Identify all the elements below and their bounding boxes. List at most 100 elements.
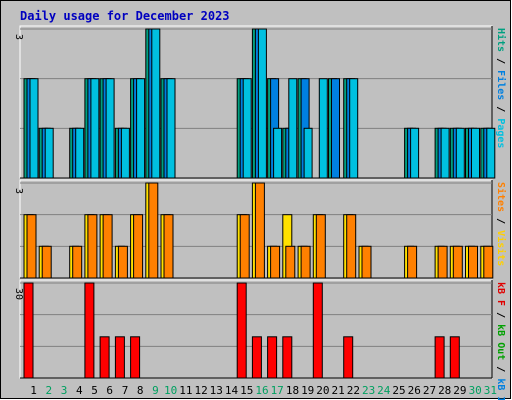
x-tick-label-day-8: 8 — [137, 384, 144, 397]
bar-sites-day-16 — [254, 182, 265, 279]
bar-kb-f-day-6 — [99, 336, 110, 379]
x-tick-label-day-13: 13 — [210, 384, 223, 397]
panel-visits-sites: 3 Sites / Visits — [13, 179, 507, 279]
bar-sites-day-22 — [346, 214, 357, 279]
x-tick-label-day-3: 3 — [61, 384, 68, 397]
bar-pages-day-18 — [288, 78, 298, 179]
x-tick-label-day-4: 4 — [76, 384, 83, 397]
x-tick-label-day-5: 5 — [91, 384, 98, 397]
legend-entry: Hits — [495, 28, 507, 52]
bar-kb-f-day-15 — [236, 282, 247, 379]
x-tick-label-day-14: 14 — [225, 384, 239, 397]
bar-kb-f-day-5 — [84, 282, 95, 379]
bar-pages-day-1 — [29, 78, 39, 179]
bar-kb-f-day-29 — [449, 336, 460, 379]
x-tick-label-day-21: 21 — [331, 384, 344, 397]
bar-pages-day-2 — [44, 127, 54, 179]
legend-entry: Files — [495, 70, 507, 100]
bar-sites-day-20 — [315, 214, 326, 279]
x-tick-label-day-7: 7 — [122, 384, 129, 397]
x-tick-label-day-25: 25 — [392, 384, 405, 397]
bar-pages-day-6 — [105, 78, 115, 179]
x-tick-label-day-31: 31 — [484, 384, 497, 397]
chart-title: Daily usage for December 2023 — [20, 9, 230, 23]
bar-pages-day-26 — [410, 127, 420, 179]
bar-pages-day-15 — [242, 78, 252, 179]
bar-pages-day-8 — [136, 78, 146, 179]
legend-entry: Sites — [495, 182, 507, 212]
x-tick-label-day-26: 26 — [408, 384, 421, 397]
legend-entry: / — [495, 306, 506, 324]
x-tick-label-day-24: 24 — [377, 384, 391, 397]
bar-pages-day-10 — [166, 78, 176, 179]
x-tick-label-day-22: 22 — [347, 384, 360, 397]
bar-kb-f-day-1 — [23, 282, 34, 379]
bar-sites-day-9 — [148, 182, 159, 279]
bar-pages-day-9 — [151, 28, 161, 179]
bar-pages-day-7 — [120, 127, 130, 179]
bar-sites-day-15 — [239, 214, 250, 279]
legend-entry: / — [495, 360, 506, 378]
x-tick-label-day-15: 15 — [240, 384, 253, 397]
chart-panels: 3 Hits / Files / Pages 3 Sites / Visits 30 kB… — [13, 25, 507, 400]
legend-entry: / — [495, 212, 506, 230]
bar-sites-day-30 — [468, 245, 478, 279]
panel-legend: Sites / Visits — [495, 182, 507, 266]
x-tick-label-day-11: 11 — [179, 384, 192, 397]
bar-sites-day-19 — [300, 245, 311, 279]
bar-kb-f-day-8 — [130, 336, 141, 379]
x-tick-label-day-19: 19 — [301, 384, 314, 397]
panel-hits-files-pages: 3 Hits / Files / Pages — [13, 25, 507, 179]
y-max-label: 3 — [13, 34, 24, 40]
legend-entry: Pages — [495, 118, 506, 148]
panel-legend: kB F / kB Out / kB In — [495, 282, 506, 400]
bar-pages-day-19 — [303, 127, 313, 179]
bar-sites-day-17 — [270, 245, 281, 279]
x-tick-label-day-28: 28 — [438, 384, 451, 397]
bar-kb-f-day-7 — [114, 336, 125, 379]
bar-sites-day-23 — [361, 245, 372, 279]
legend-entry: kB Out — [495, 324, 506, 360]
x-axis-day-labels: 1 2 3 4 5 6 7 8 9 10 11 12 13 14 15 16 17 18 19 20 21 22 23 24 2… — [30, 384, 497, 397]
y-max-label: 3 — [13, 188, 24, 194]
bar-sites-day-2 — [41, 245, 52, 279]
x-tick-label-day-2: 2 — [45, 384, 52, 397]
bar-pages-day-5 — [90, 78, 100, 179]
bar-pages-day-28 — [440, 127, 450, 179]
bar-pages-day-22 — [349, 78, 359, 179]
bar-kb-f-day-18 — [282, 336, 293, 379]
bar-sites-day-4 — [72, 245, 83, 279]
bar-sites-day-29 — [452, 245, 463, 279]
bar-pages-day-4 — [75, 127, 85, 179]
bar-kb-f-day-16 — [251, 336, 262, 379]
x-tick-label-day-18: 18 — [286, 384, 299, 397]
bar-sites-day-1 — [26, 214, 37, 279]
x-tick-label-day-20: 20 — [316, 384, 329, 397]
bar-pages-day-29 — [455, 127, 465, 179]
panel-kbytes: 30 kB F / kB Out / kB In — [13, 279, 506, 400]
x-tick-label-day-23: 23 — [362, 384, 375, 397]
x-tick-label-day-17: 17 — [271, 384, 284, 397]
bar-kb-f-day-20 — [312, 282, 323, 379]
bar-sites-day-31 — [483, 245, 494, 279]
bar-sites-day-28 — [437, 245, 448, 279]
x-tick-label-day-10: 10 — [164, 384, 177, 397]
x-tick-label-day-16: 16 — [255, 384, 268, 397]
legend-entry: / — [495, 52, 506, 70]
bar-kb-f-day-28 — [434, 336, 445, 379]
bar-sites-day-7 — [117, 245, 128, 279]
bar-sites-day-5 — [87, 214, 98, 279]
x-tick-label-day-9: 9 — [152, 384, 159, 397]
x-tick-label-day-12: 12 — [194, 384, 207, 397]
bar-pages-day-16 — [257, 28, 267, 179]
bar-kb-f-day-17 — [267, 336, 278, 379]
bar-sites-day-8 — [133, 214, 144, 279]
bar-files-day-21 — [331, 78, 340, 179]
legend-entry: kB F — [495, 282, 506, 306]
x-tick-label-day-27: 27 — [423, 384, 436, 397]
bar-pages-day-31 — [486, 127, 496, 179]
y-max-label: 30 — [13, 288, 24, 300]
bar-pages-day-30 — [471, 127, 480, 179]
legend-entry: Visits — [495, 230, 507, 266]
